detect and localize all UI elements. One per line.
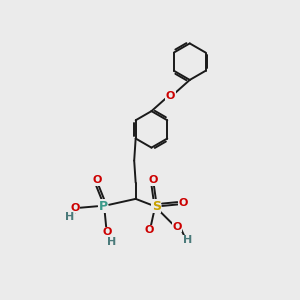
Text: O: O — [148, 175, 158, 185]
Text: H: H — [107, 237, 116, 247]
Text: H: H — [65, 212, 75, 221]
Text: O: O — [93, 175, 102, 185]
Text: O: O — [166, 91, 175, 100]
Text: O: O — [172, 222, 182, 232]
Text: S: S — [152, 200, 161, 213]
Text: O: O — [70, 203, 80, 213]
Text: O: O — [145, 225, 154, 236]
Text: H: H — [183, 235, 192, 245]
Text: O: O — [102, 227, 112, 237]
Text: O: O — [179, 198, 188, 208]
Text: P: P — [99, 200, 108, 213]
